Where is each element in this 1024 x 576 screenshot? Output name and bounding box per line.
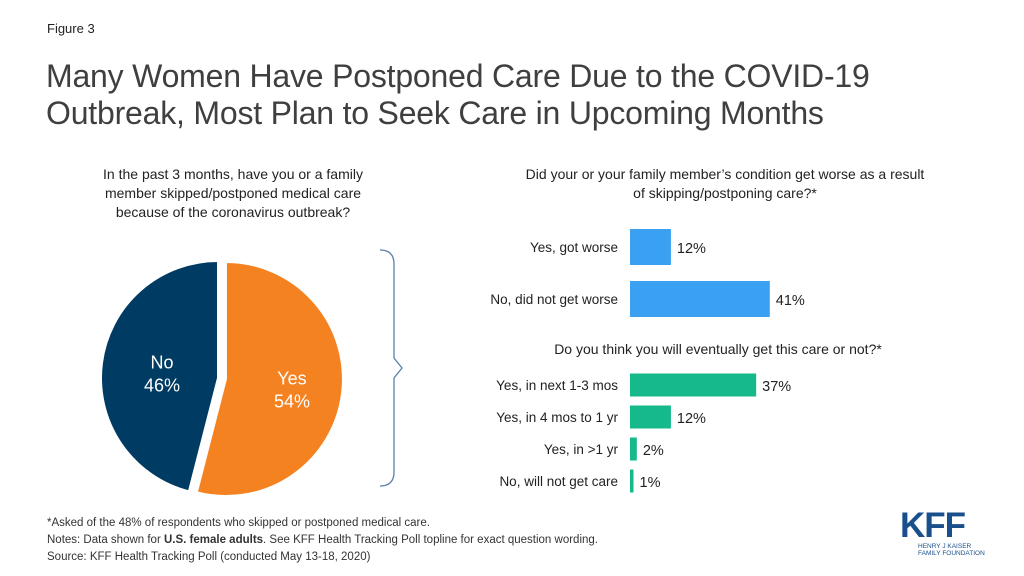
care-bar-2 — [630, 405, 671, 429]
bracket — [379, 249, 403, 487]
pie-label-no: No — [150, 353, 173, 373]
care-category-label-1: Yes, in next 1-3 mos — [496, 378, 618, 393]
worse-category-label-1: Yes, got worse — [530, 240, 618, 255]
pie-value-yes: 54% — [274, 391, 310, 411]
footnotes: *Asked of the 48% of respondents who ski… — [47, 515, 598, 566]
worse-value-label-2: 41% — [776, 293, 805, 309]
worse-bar-2 — [630, 281, 770, 317]
worse-question: Did your or your family member’s conditi… — [470, 165, 980, 203]
footnote-notes-post: . See KFF Health Tracking Poll topline f… — [263, 534, 598, 546]
pie-slice-no — [100, 259, 219, 493]
pie-label-yes: Yes — [277, 368, 306, 388]
figure-label: Figure 3 — [47, 21, 95, 36]
footnote-notes: Notes: Data shown for U.S. female adults… — [47, 532, 598, 549]
eventual-care-question-line1: Do you think you will eventually get thi… — [554, 341, 882, 357]
care-category-label-3: Yes, in >1 yr — [544, 442, 619, 457]
chart-title-line2: Outbreak, Most Plan to Seek Care in Upco… — [46, 95, 824, 131]
worse-bar-1 — [630, 229, 671, 265]
kff-logo-subtitle: HENRY J KAISER FAMILY FOUNDATION — [918, 543, 985, 557]
footnote-notes-bold: U.S. female adults — [163, 534, 264, 546]
care-category-label-4: No, will not get care — [499, 474, 618, 489]
care-bar-4 — [630, 469, 634, 493]
footnote-asterisk: *Asked of the 48% of respondents who ski… — [47, 517, 430, 529]
pie-slice-yes — [195, 261, 344, 497]
footnote-notes-pre: Notes: Data shown for — [47, 534, 164, 546]
worse-question-line2: of skipping/postponing care?* — [633, 185, 817, 201]
chart-title-line1: Many Women Have Postponed Care Due to th… — [46, 58, 870, 94]
care-bar-1 — [630, 373, 757, 397]
kff-logo-letters: KFF — [900, 506, 966, 545]
care-value-label-1: 37% — [762, 379, 791, 395]
pie-question-line3: because of the coronavirus outbreak? — [115, 204, 351, 220]
worse-question-line1: Did your or your family member’s conditi… — [525, 166, 925, 182]
pie-chart: Yes 54% No 46% — [100, 249, 403, 497]
pie-value-no: 46% — [144, 376, 180, 396]
eventual-care-question: Do you think you will eventually get thi… — [478, 340, 958, 359]
care-value-label-3: 2% — [643, 443, 664, 459]
footnote-source: Source: KFF Health Tracking Poll (conduc… — [47, 551, 371, 563]
chart-title: Many Women Have Postponed Care Due to th… — [46, 58, 986, 132]
pie-question: In the past 3 months, have you or a fami… — [58, 165, 408, 222]
kff-logo-subtitle-line1: HENRY J KAISER — [918, 543, 972, 550]
care-value-label-4: 1% — [640, 475, 661, 491]
kff-logo-subtitle-line2: FAMILY FOUNDATION — [918, 550, 985, 557]
care-bar-3 — [630, 437, 637, 461]
care-value-label-2: 12% — [677, 411, 706, 427]
pie-question-line1: In the past 3 months, have you or a fami… — [103, 166, 363, 182]
worse-category-label-2: No, did not get worse — [490, 292, 618, 307]
worse-value-label-1: 12% — [677, 241, 706, 257]
care-category-label-2: Yes, in 4 mos to 1 yr — [496, 410, 618, 425]
bar-charts: Yes, got worse 12% No, did not get worse 41… — [490, 229, 805, 493]
pie-question-line2: member skipped/postponed medical care — [104, 185, 362, 201]
kff-logo: KFF HENRY J KAISER FAMILY FOUNDATION — [900, 506, 990, 560]
